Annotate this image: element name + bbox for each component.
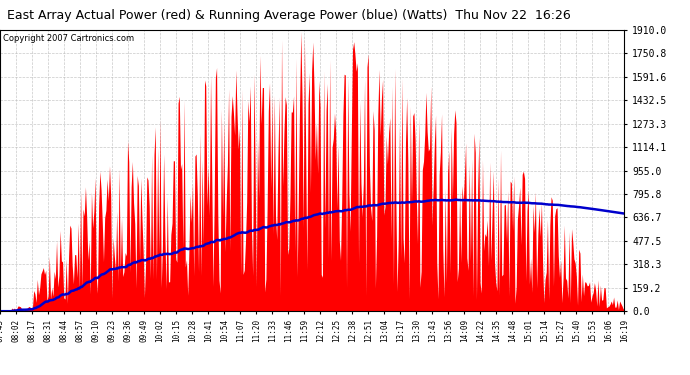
Text: Copyright 2007 Cartronics.com: Copyright 2007 Cartronics.com — [3, 34, 135, 43]
Text: East Array Actual Power (red) & Running Average Power (blue) (Watts)  Thu Nov 22: East Array Actual Power (red) & Running … — [7, 9, 571, 22]
